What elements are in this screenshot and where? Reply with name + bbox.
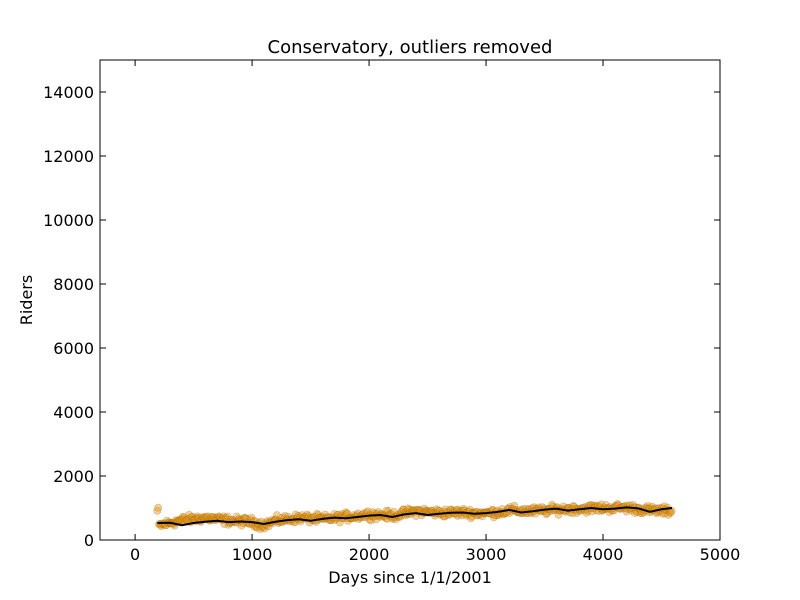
y-tick-label: 12000 bbox=[43, 147, 94, 166]
y-tick-label: 0 bbox=[84, 531, 94, 550]
data-point bbox=[399, 505, 408, 514]
data-point bbox=[232, 512, 241, 521]
data-point bbox=[179, 516, 188, 525]
data-point bbox=[183, 515, 192, 523]
chart-title: Conservatory, outliers removed bbox=[268, 37, 553, 58]
data-point bbox=[259, 522, 268, 531]
data-point bbox=[256, 525, 265, 533]
data-point bbox=[253, 524, 262, 532]
x-tick-label: 5000 bbox=[700, 545, 741, 564]
data-point bbox=[214, 512, 223, 521]
data-point bbox=[175, 516, 184, 524]
x-tick-label: 1000 bbox=[232, 545, 273, 564]
data-point bbox=[180, 513, 189, 522]
x-tick-label: 4000 bbox=[583, 545, 624, 564]
data-point bbox=[341, 508, 350, 517]
y-axis-label: Riders bbox=[17, 275, 36, 325]
data-point bbox=[193, 512, 202, 521]
data-point bbox=[182, 515, 190, 524]
data-point bbox=[597, 500, 606, 509]
plot-area bbox=[99, 59, 721, 541]
y-tick-label: 4000 bbox=[53, 403, 94, 422]
y-tick-label: 14000 bbox=[43, 83, 94, 102]
data-point bbox=[554, 511, 563, 519]
data-point bbox=[219, 512, 228, 521]
data-point bbox=[260, 524, 269, 533]
y-tick-label: 10000 bbox=[43, 211, 94, 230]
data-point bbox=[223, 512, 232, 521]
data-point bbox=[291, 510, 300, 519]
data-point bbox=[399, 505, 407, 514]
data-point bbox=[510, 501, 519, 510]
data-point bbox=[187, 513, 196, 522]
data-point bbox=[185, 510, 194, 519]
y-tick-label: 8000 bbox=[53, 275, 94, 294]
data-point bbox=[664, 510, 673, 519]
data-point bbox=[343, 509, 352, 518]
axis-ticks: 0 1000 2000 3000 4000 5000 0 2000 4000 6000 8000 10… bbox=[43, 60, 740, 564]
data-point bbox=[178, 512, 187, 521]
x-tick-label: 2000 bbox=[349, 545, 390, 564]
data-point bbox=[186, 514, 194, 523]
data-point bbox=[542, 510, 551, 518]
data-point bbox=[630, 509, 639, 517]
data-point bbox=[390, 507, 398, 516]
x-tick-label: 0 bbox=[130, 545, 140, 564]
data-point bbox=[467, 514, 475, 523]
data-point bbox=[403, 504, 412, 513]
data-point bbox=[432, 505, 441, 514]
data-point bbox=[177, 515, 185, 524]
data-point bbox=[198, 513, 207, 521]
data-point bbox=[272, 511, 281, 519]
data-point bbox=[154, 503, 163, 512]
data-point bbox=[648, 502, 656, 511]
data-point bbox=[382, 506, 391, 515]
trend-line bbox=[157, 506, 673, 527]
data-point bbox=[420, 504, 429, 513]
data-point bbox=[153, 506, 162, 515]
data-point bbox=[204, 512, 212, 521]
data-point bbox=[666, 509, 675, 517]
data-point bbox=[643, 502, 652, 510]
data-point bbox=[303, 510, 312, 519]
data-point bbox=[367, 516, 375, 525]
data-point bbox=[201, 512, 210, 521]
data-point bbox=[313, 510, 321, 518]
data-point bbox=[384, 507, 393, 515]
y-tick-label: 2000 bbox=[53, 467, 94, 486]
x-axis-label: Days since 1/1/2001 bbox=[328, 568, 492, 587]
data-point bbox=[188, 512, 197, 521]
data-point bbox=[489, 513, 498, 522]
y-tick-label: 6000 bbox=[53, 339, 94, 358]
x-tick-label: 3000 bbox=[466, 545, 507, 564]
data-point bbox=[661, 509, 669, 518]
data-point bbox=[177, 515, 186, 523]
